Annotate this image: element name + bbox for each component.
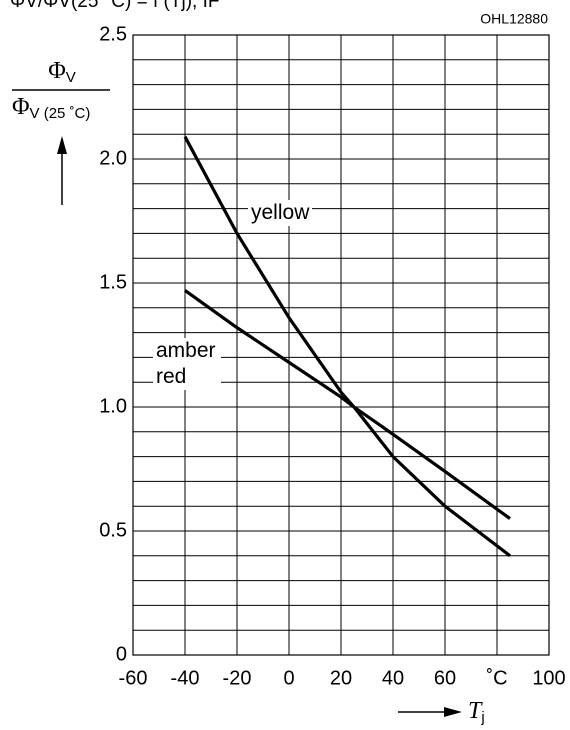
subscript: V (25 ˚C) [30, 105, 91, 122]
figure-code: OHL12880 [480, 11, 548, 27]
y-tick-label: 2.5 [99, 23, 127, 45]
symbol: Φ [12, 94, 30, 120]
y-tick-label: 1.5 [99, 271, 127, 293]
series-label: amber red [153, 338, 221, 390]
series-lines [183, 135, 511, 558]
ticks: 0 0.5 1.0 1.5 2.0 2.5 -60 -40 -20 0 20 40 60 ˚C 100 [99, 23, 566, 689]
series-label: yellow [248, 200, 313, 226]
series-line [183, 135, 511, 558]
x-tick-label: 20 [330, 667, 352, 689]
grid [132, 34, 550, 656]
plot-frame [132, 34, 550, 656]
x-tick-label: -20 [223, 667, 252, 689]
subscript: j [480, 709, 484, 726]
x-tick-label: -40 [171, 667, 200, 689]
x-label: Tj [468, 698, 485, 726]
series-line [184, 289, 511, 520]
x-tick-label: ˚C [486, 667, 507, 689]
x-tick-label: 0 [283, 667, 294, 689]
x-arrowhead [444, 707, 462, 717]
y-tick-label: 1.0 [99, 395, 127, 417]
x-tick-label: 60 [434, 667, 456, 689]
y-tick-label: 0.5 [99, 519, 127, 541]
symbol: T [468, 698, 483, 724]
y-label-numerator: ΦV [48, 58, 76, 86]
y-tick-label: 2.0 [99, 147, 127, 169]
x-tick-label: -60 [119, 667, 148, 689]
y-tick-label: 0 [116, 643, 127, 665]
symbol: Φ [48, 58, 66, 84]
chart-title: ΦV/ΦV(25 °C) = f (Tj), IF [10, 0, 219, 12]
subscript: V [66, 69, 76, 86]
y-arrowhead [57, 136, 67, 154]
y-label-denominator: ΦV (25 ˚C) [12, 94, 90, 122]
x-tick-label: 40 [382, 667, 404, 689]
x-tick-label: 100 [532, 667, 565, 689]
